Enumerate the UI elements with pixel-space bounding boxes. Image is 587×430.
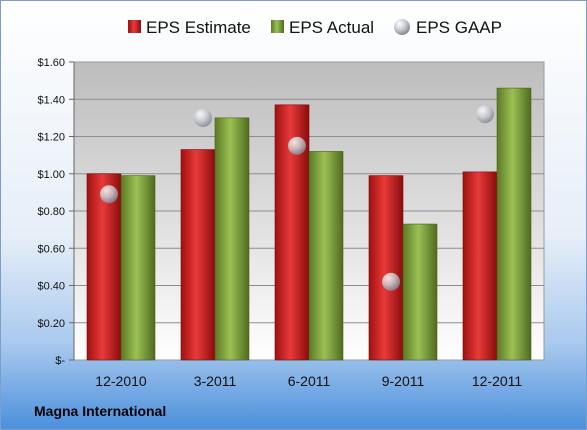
y-tick-label: $0.60 <box>37 243 65 255</box>
legend: EPS Estimate EPS Actual EPS GAAP <box>128 18 502 37</box>
x-tick-label: 3-2011 <box>194 373 237 389</box>
company-name: Magna International <box>34 403 166 419</box>
bar-eps-actual <box>120 175 156 361</box>
bar-eps-actual <box>496 87 532 361</box>
y-tick-label: $- <box>55 355 65 367</box>
y-axis: $- $0.20 $0.40 $0.60 $0.80 $1.00 $1.20 $1.40 $1.… <box>37 57 75 367</box>
bar-eps-actual <box>308 151 344 361</box>
bar-eps-estimate <box>462 171 498 361</box>
legend-marker-eps-gaap <box>394 19 410 35</box>
legend-label-eps-estimate: EPS Estimate <box>146 18 251 37</box>
x-tick-label: 12-2011 <box>472 373 523 389</box>
y-tick-label: $1.60 <box>37 57 65 69</box>
legend-label-eps-gaap: EPS GAAP <box>416 18 502 37</box>
marker-eps-gaap <box>382 272 400 291</box>
bars <box>86 87 532 361</box>
y-tick-label: $1.00 <box>37 169 65 181</box>
y-tick-label: $1.20 <box>37 132 65 144</box>
bar-eps-actual <box>402 223 438 361</box>
marker-eps-gaap <box>100 185 118 204</box>
legend-swatch-eps-actual <box>271 20 284 33</box>
legend-label-eps-actual: EPS Actual <box>289 18 374 37</box>
x-axis: 12-2010 3-2011 6-2011 9-2011 12-2011 <box>95 373 522 389</box>
gaap-markers <box>100 105 494 291</box>
marker-eps-gaap <box>288 136 306 155</box>
y-tick-label: $0.40 <box>37 281 65 293</box>
y-tick-label: $0.20 <box>37 318 65 330</box>
x-tick-label: 12-2010 <box>95 373 147 389</box>
y-tick-label: $1.40 <box>37 94 65 106</box>
bar-eps-estimate <box>368 175 404 361</box>
x-tick-label: 6-2011 <box>288 373 331 389</box>
bar-eps-actual <box>214 117 250 361</box>
x-tick-label: 9-2011 <box>382 373 425 389</box>
marker-eps-gaap <box>194 108 212 127</box>
bar-eps-estimate <box>86 173 122 361</box>
legend-swatch-eps-estimate <box>128 20 141 33</box>
y-tick-label: $0.80 <box>37 206 65 218</box>
marker-eps-gaap <box>476 105 494 124</box>
bar-eps-estimate <box>180 149 216 361</box>
